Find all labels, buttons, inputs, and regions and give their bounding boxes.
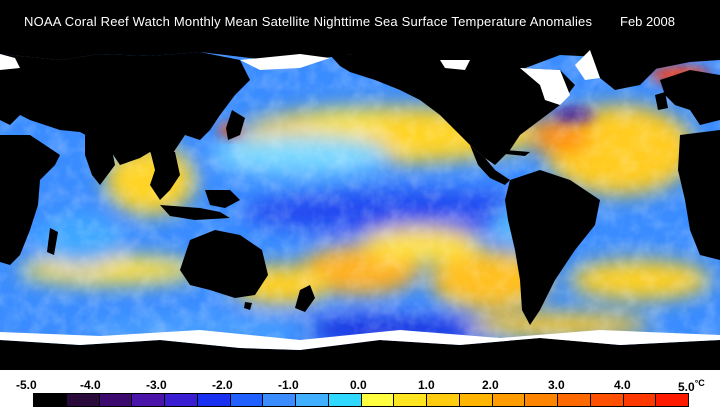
color-swatch <box>590 394 624 406</box>
color-swatch <box>99 394 133 406</box>
legend-tick-max: 5.0°C <box>678 378 705 394</box>
legend-tick: 2.0 <box>482 378 499 392</box>
legend-tick: 3.0 <box>548 378 565 392</box>
sea-ice <box>0 50 720 350</box>
color-swatch <box>492 394 526 406</box>
legend-tick-max-value: 5.0 <box>678 380 695 394</box>
color-swatch <box>230 394 264 406</box>
color-swatch <box>197 394 231 406</box>
map-title: NOAA Coral Reef Watch Monthly Mean Satel… <box>24 14 593 29</box>
title-bar: NOAA Coral Reef Watch Monthly Mean Satel… <box>0 0 720 40</box>
color-swatch <box>361 394 395 406</box>
color-swatch <box>427 394 460 406</box>
legend-tick: -1.0 <box>278 378 299 392</box>
color-swatch <box>656 394 688 406</box>
color-swatch <box>525 394 558 406</box>
legend-tick: -5.0 <box>16 378 37 392</box>
color-swatch <box>165 394 198 406</box>
map-date: Feb 2008 <box>620 14 675 29</box>
legend-tick: 0.0 <box>350 378 367 392</box>
color-swatch <box>263 394 296 406</box>
land <box>0 40 720 370</box>
color-swatch <box>34 394 67 406</box>
color-swatch <box>558 394 591 406</box>
color-swatch <box>66 394 100 406</box>
legend-tick: -3.0 <box>146 378 167 392</box>
color-swatch <box>459 394 493 406</box>
legend-tick: 1.0 <box>418 378 435 392</box>
color-swatch <box>623 394 657 406</box>
legend-tick: -2.0 <box>212 378 233 392</box>
color-swatch <box>328 394 362 406</box>
legend-tick: 4.0 <box>614 378 631 392</box>
color-bar <box>33 393 689 407</box>
color-swatch <box>296 394 329 406</box>
legend-unit: °C <box>694 378 705 388</box>
color-swatch <box>132 394 165 406</box>
legend-tick: -4.0 <box>80 378 101 392</box>
sst-anomaly-map <box>0 40 720 370</box>
color-swatch <box>394 394 427 406</box>
